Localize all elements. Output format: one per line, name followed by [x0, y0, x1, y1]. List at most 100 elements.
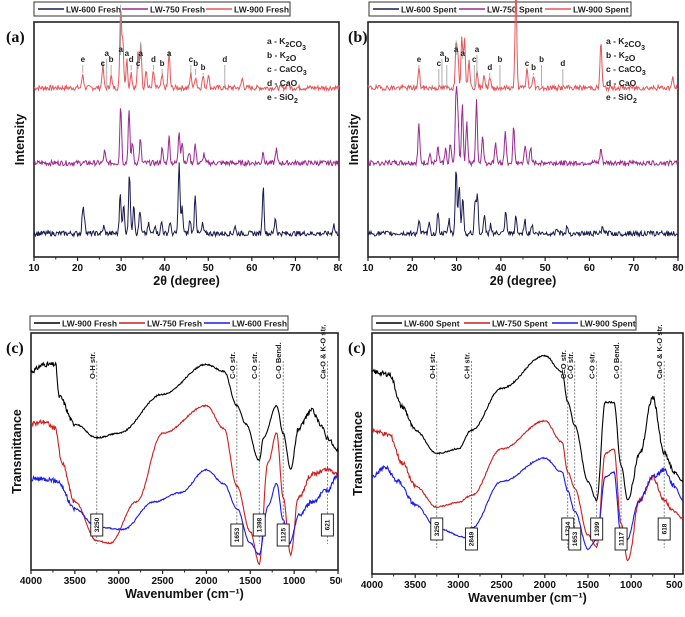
ftir-fresh-chart: LW-900 Fresh LW-750 Fresh LW-600 Fresh 4000…	[6, 315, 347, 601]
y-axis-label: Intensity	[347, 114, 361, 165]
phase-key-entry: c - CaCO3	[606, 64, 646, 77]
peak-marker-label: b	[531, 63, 536, 72]
peak-marker-label: a	[475, 45, 480, 54]
x-tick-label: 1000	[283, 576, 306, 587]
y-axis-label: Transmittance	[10, 409, 24, 494]
x-tick-label: 3500	[404, 580, 427, 591]
band-value-label: 618	[661, 523, 668, 534]
x-tick-label: 40	[159, 263, 171, 274]
series-line-lw-900-fresh	[33, 11, 340, 93]
series-line-lw-600-spent	[371, 354, 684, 502]
xrd-spent-panel: LW-600 Spent LW-750 Spent LW-900 Spent 10 20…	[342, 0, 685, 300]
x-tick-label: 1500	[239, 576, 262, 587]
band-value-box	[252, 513, 266, 537]
band-annotation-label: Ca-O & K-O str.	[655, 324, 664, 379]
series-line-lw-900-spent	[371, 456, 684, 551]
panel-label: (c)	[348, 340, 366, 357]
legend-label: LW-600 Spent	[401, 5, 457, 15]
x-tick-label: 3000	[447, 580, 470, 591]
band-value-box	[276, 523, 290, 547]
band-value-box	[430, 517, 444, 541]
legend-label: LW-750 Fresh	[150, 5, 205, 15]
ftir-fresh-panel: LW-900 Fresh LW-750 Fresh LW-600 Fresh 4000…	[0, 300, 347, 612]
x-tick-label: 1000	[620, 580, 643, 591]
ftir-spent-chart: LW-600 Spent LW-750 Spent LW-900 Spent 4000…	[348, 315, 684, 605]
band-value-box	[464, 527, 478, 551]
legend-box	[29, 315, 289, 331]
peak-marker-label: d	[487, 63, 492, 72]
peak-marker-label: a	[167, 49, 172, 58]
peak-marker-label: b	[160, 59, 165, 68]
peak-marker-label: d	[560, 59, 565, 68]
peak-marker-label: a	[139, 49, 144, 58]
phase-key-entry: e - SiO2	[606, 92, 637, 105]
band-value-box	[590, 517, 604, 541]
x-tick-label: 4000	[20, 576, 43, 587]
x-axis-label: Wavenumber (cm⁻¹)	[468, 591, 587, 605]
band-value-box	[230, 523, 244, 547]
x-axis-label: Wavenumber (cm⁻¹)	[125, 587, 244, 601]
x-tick-label: 80	[333, 263, 342, 274]
peak-marker-label: b	[444, 55, 449, 64]
series-line-lw-750-spent	[367, 86, 679, 168]
band-annotation-label: O-H str.	[88, 352, 97, 379]
peak-marker-label: d	[222, 55, 227, 64]
band-value-box	[320, 513, 334, 537]
series-line-lw-600-fresh	[30, 468, 339, 556]
x-tick-label: 80	[672, 263, 684, 274]
legend-label: LW-750 Spent	[492, 319, 548, 329]
x-tick-label: 60	[584, 263, 596, 274]
band-value-box	[568, 527, 582, 551]
peak-marker-label: e	[81, 55, 86, 64]
phase-key-entry: d - CaO	[606, 78, 637, 88]
x-tick-label: 2500	[151, 576, 174, 587]
legend-label: LW-900 Spent	[573, 5, 629, 15]
peak-marker-label: e	[417, 55, 422, 64]
series-line-lw-900-spent	[367, 0, 679, 93]
x-tick-label: 2000	[534, 580, 557, 591]
phase-key-entry: c - CaCO3	[267, 64, 307, 77]
x-tick-label: 70	[628, 263, 640, 274]
phase-key-entry: e - SiO2	[267, 92, 298, 105]
series-line-lw-750-fresh	[30, 404, 339, 566]
plot-frame	[30, 332, 339, 571]
series-line-lw-750-fresh	[33, 108, 340, 168]
x-tick-label: 500	[666, 580, 683, 591]
band-value-label: 1125	[280, 528, 287, 542]
peak-marker-label: a	[461, 49, 466, 58]
band-value-box	[90, 513, 104, 537]
peak-marker-label: c	[472, 55, 477, 64]
peak-marker-label: c	[101, 59, 106, 68]
band-annotation-label: C-O str.	[228, 352, 237, 379]
x-tick-label: 70	[290, 263, 302, 274]
x-tick-label: 20	[407, 263, 419, 274]
peak-marker-label: d	[129, 55, 134, 64]
x-axis-label: 2θ (degree)	[153, 274, 220, 288]
x-axis-label: 2θ (degree)	[490, 274, 557, 288]
band-value-label: 621	[325, 519, 332, 530]
peak-marker-label: c	[437, 59, 442, 68]
peak-marker-label: a	[105, 49, 110, 58]
band-value-box	[614, 527, 628, 551]
peak-marker-label: b	[498, 55, 503, 64]
band-annotation-label: O-H str.	[428, 352, 437, 379]
legend-label: LW-600 Fresh	[66, 5, 121, 15]
x-tick-label: 50	[203, 263, 215, 274]
phase-key-entry: d - CaO	[267, 78, 298, 88]
legend-box	[371, 315, 637, 331]
panel-label: (a)	[6, 29, 25, 46]
panel-label: (b)	[348, 29, 368, 46]
band-value-label: 1399	[594, 521, 601, 536]
x-tick-label: 2500	[490, 580, 513, 591]
x-tick-label: 30	[451, 263, 463, 274]
y-axis-label: Intensity	[13, 114, 27, 165]
phase-key-entry: b - K2O	[606, 50, 636, 63]
x-tick-label: 30	[116, 263, 128, 274]
legend-box	[33, 1, 291, 17]
phase-key-entry: b - K2O	[267, 50, 297, 63]
band-value-label: 3250	[94, 517, 101, 532]
series-line-lw-600-spent	[367, 171, 679, 238]
band-value-label: 1653	[572, 531, 579, 546]
x-tick-label: 2000	[195, 576, 218, 587]
